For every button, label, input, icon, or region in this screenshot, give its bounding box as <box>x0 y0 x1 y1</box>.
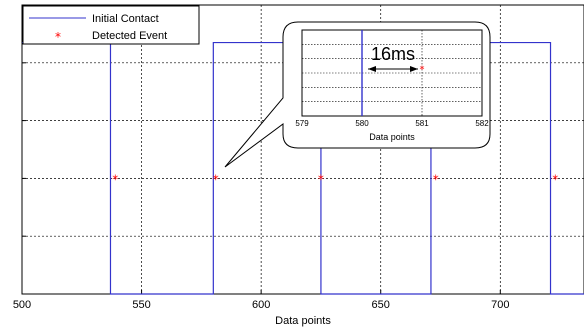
legend: Initial Contact * Detected Event <box>22 5 200 45</box>
x-tick-label: 650 <box>372 299 390 311</box>
point-detected-event: * <box>318 172 324 186</box>
series-initial-contact <box>22 41 584 295</box>
inset-x-tick-label: 580 <box>355 119 369 128</box>
inset-callout: * 579 580 581 582 Data points 16ms <box>224 21 491 168</box>
main-markers: * * * * * <box>112 172 558 186</box>
annotation-arrow-left <box>368 66 376 72</box>
x-tick-label: 550 <box>132 299 150 311</box>
annotation-arrow-right <box>410 66 418 72</box>
annotation-16ms: 16ms <box>371 44 415 64</box>
inset-point-detected-event: * <box>420 65 425 76</box>
point-detected-event: * <box>552 172 558 186</box>
legend-entry-detected-event: Detected Event <box>92 30 167 42</box>
inset-series: * <box>361 30 425 116</box>
legend-box <box>22 5 200 45</box>
point-detected-event: * <box>433 172 439 186</box>
inset-x-tick-label: 582 <box>475 119 489 128</box>
inset-x-tick-label: 579 <box>295 119 309 128</box>
x-tick-label: 600 <box>252 299 270 311</box>
point-detected-event: * <box>213 172 219 186</box>
point-detected-event: * <box>112 172 118 186</box>
inset-x-axis-label: Data points <box>369 132 415 142</box>
main-series <box>22 41 584 295</box>
x-axis-label: Data points <box>275 315 331 327</box>
legend-entry-initial-contact: Initial Contact <box>92 13 159 25</box>
inset-x-ticks: 579 580 581 582 <box>295 119 489 128</box>
main-x-ticks: 500 550 600 650 700 <box>13 4 509 311</box>
inset-x-tick-label: 581 <box>415 119 429 128</box>
x-tick-label: 500 <box>13 299 31 311</box>
inset-grid <box>301 30 483 116</box>
x-tick-label: 700 <box>491 299 509 311</box>
legend-marker-swatch: * <box>55 30 61 44</box>
